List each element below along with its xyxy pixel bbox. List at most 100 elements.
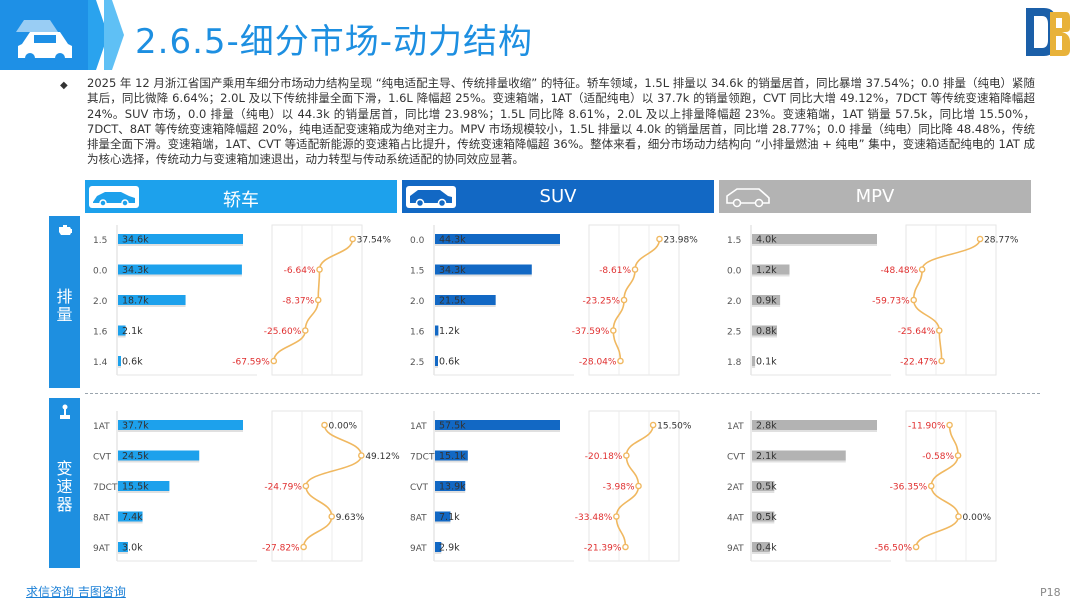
yoy-point [314, 296, 322, 304]
yoy-point [622, 543, 629, 551]
yoy-label: -67.59% [232, 358, 270, 368]
yoy-point [649, 421, 657, 429]
yoy-plot-frame [588, 224, 680, 376]
yoy-point [617, 357, 624, 365]
bar-shadow [118, 244, 243, 246]
bar [752, 264, 790, 275]
segment-label: 轿车 [223, 190, 259, 211]
bar-shadow [435, 305, 496, 307]
bar [118, 264, 242, 275]
yoy-label: -3.98% [603, 483, 635, 493]
bar-value-label: 0.6k [122, 357, 143, 368]
yoy-point [912, 543, 920, 551]
bar [752, 542, 770, 552]
bar-shadow [435, 335, 439, 338]
yoy-point [946, 421, 953, 429]
bar [435, 481, 466, 491]
bar-shadow [752, 521, 775, 524]
category-label: 2.0 [93, 297, 108, 307]
yoy-point [328, 513, 336, 520]
bar-shadow [435, 552, 442, 554]
category-label: 1.4 [93, 358, 108, 368]
category-label: 0.0 [410, 236, 425, 246]
bar-shadow [118, 335, 126, 338]
yoy-label: 49.12% [365, 452, 400, 462]
bar-value-label: 34.3k [122, 265, 149, 276]
yoy-point [302, 482, 310, 490]
bar [435, 234, 560, 244]
yoy-label: -20.18% [585, 452, 623, 462]
bar-value-label: 44.3k [439, 235, 466, 246]
category-label: CVT [93, 453, 111, 463]
category-label: 2.0 [727, 297, 742, 307]
category-label: CVT [727, 453, 745, 463]
segment-label: SUV [539, 186, 577, 207]
yoy-point [623, 452, 630, 459]
yoy-label: -23.25% [582, 297, 620, 307]
bar [752, 325, 777, 336]
page-number: P18 [1040, 586, 1061, 599]
yoy-point [910, 296, 918, 304]
bar [435, 264, 532, 275]
yoy-label: -22.47% [900, 358, 938, 368]
suv-icon [406, 186, 456, 208]
bar-shadow [435, 491, 466, 493]
bar-shadow [435, 366, 438, 368]
category-label: 8AT [93, 514, 110, 524]
bar-value-label: 18.7k [122, 296, 149, 307]
yoy-label: 0.00% [963, 513, 992, 523]
footer-link[interactable]: 求信咨询 吉图咨询 [26, 585, 126, 599]
yoy-point [918, 266, 926, 273]
car-icon [16, 20, 72, 63]
bar-shadow [118, 430, 243, 432]
yoy-label: -27.82% [262, 544, 300, 554]
yoy-plot-frame [905, 410, 997, 562]
category-label: 7DCT [93, 483, 118, 493]
yoy-plot-frame [271, 410, 363, 562]
yoy-point [935, 327, 943, 334]
bar-value-label: 37.7k [122, 421, 149, 432]
yoy-label: -6.64% [284, 266, 316, 276]
yoy-point [270, 357, 278, 365]
bar [435, 450, 468, 461]
sedan-icon [89, 186, 139, 208]
header-band [0, 0, 1080, 74]
category-label: 1.6 [93, 328, 108, 338]
yoy-label: 28.77% [984, 236, 1019, 246]
category-label: 1AT [727, 422, 744, 432]
bar [118, 420, 243, 430]
bar-shadow [752, 366, 756, 368]
summary-text: 2025 年 12 月浙江省国产乘用车细分市场动力结构呈现 “纯电适配主导、传统… [87, 76, 1035, 167]
page-title: 2.6.5-细分市场-动力结构 [135, 22, 534, 62]
bar-value-label: 13.9k [439, 482, 466, 493]
category-label: 1.5 [727, 236, 741, 246]
yoy-label: -11.90% [908, 422, 946, 432]
segment-header-sedan: 轿车 [85, 180, 397, 213]
category-label: 1.5 [410, 267, 424, 277]
bar-value-label: 2.1k [122, 326, 143, 337]
bar-shadow [118, 491, 170, 493]
bar-shadow [118, 366, 121, 368]
bar-shadow [752, 274, 790, 277]
bullet-diamond-icon: ◆ [60, 80, 68, 91]
bar-shadow [435, 274, 532, 277]
bar [752, 356, 756, 366]
bar [118, 234, 243, 244]
bar-value-label: 34.6k [122, 235, 149, 246]
bar-value-label: 0.9k [756, 296, 777, 307]
bar [118, 325, 126, 336]
bar [118, 542, 128, 552]
bar-shadow [752, 430, 877, 432]
yoy-label: 23.98% [663, 236, 698, 246]
yoy-point [955, 513, 962, 520]
bar [435, 295, 496, 305]
yoy-label: -33.48% [575, 513, 613, 523]
section-divider [85, 393, 1040, 394]
category-label: 1.6 [410, 328, 425, 338]
bar-shadow [118, 274, 242, 277]
category-label: 0.0 [727, 267, 742, 277]
yoy-line [912, 238, 981, 362]
bar-shadow [118, 460, 200, 463]
category-label: 9AT [410, 544, 427, 554]
category-label: 2.0 [410, 297, 425, 307]
